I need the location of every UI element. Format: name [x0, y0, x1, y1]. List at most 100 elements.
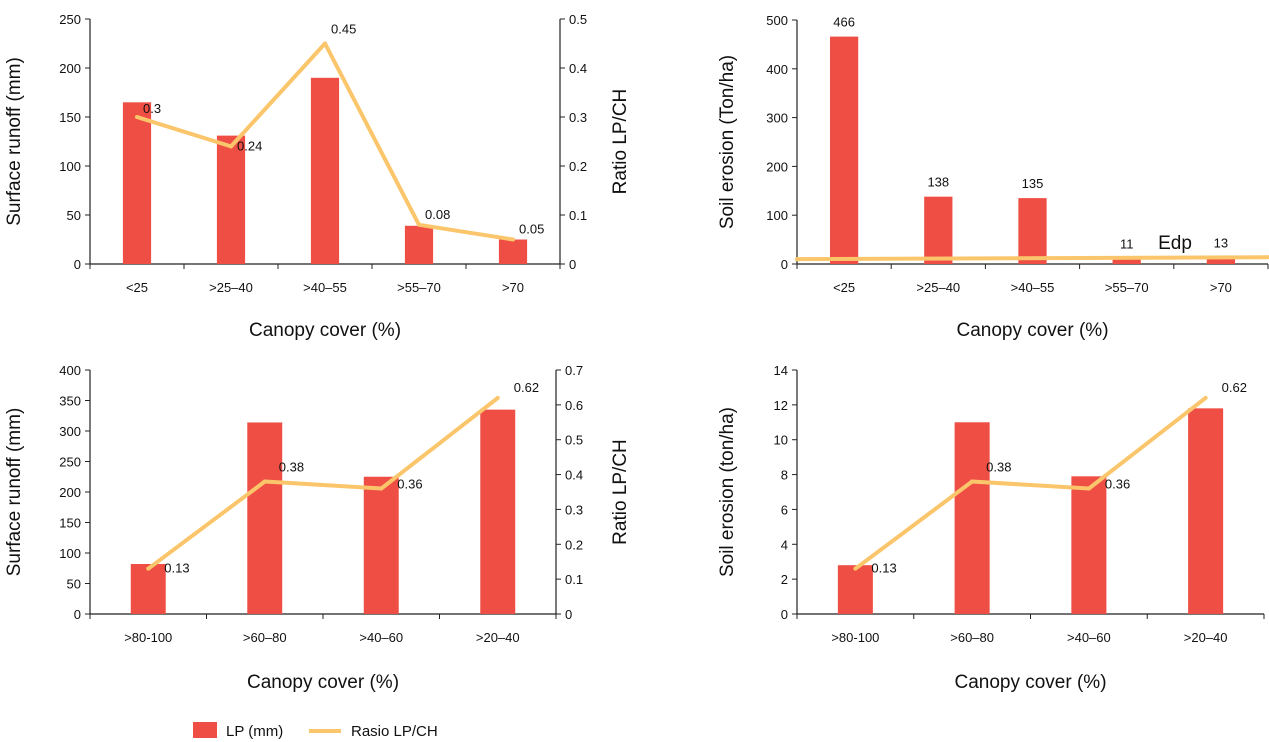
y2-tick-label: 0.5: [565, 433, 583, 448]
line-data-label: 0.08: [425, 207, 450, 222]
x-tick-label: >80-100: [124, 630, 172, 645]
x-tick-label: >70: [1210, 280, 1232, 295]
bar: [363, 476, 399, 614]
chart-erosion-canopy-top: 0 100 200 300 400 500 <25 >25–40 >40–55 >55–70 >70…: [717, 13, 1269, 341]
y2-tick-label: 0: [565, 607, 572, 622]
line-point: [323, 41, 327, 46]
legend-swatch-bar: [193, 722, 217, 738]
bar: [1071, 476, 1107, 614]
x-tick-label: >80-100: [831, 630, 879, 645]
series-line: [147, 396, 500, 571]
y-tick-label: 250: [59, 12, 81, 27]
x-tick-label: >40–60: [359, 630, 403, 645]
line-data-label: 0.13: [164, 561, 189, 576]
series-line: [854, 396, 1207, 571]
x-axis-title: Canopy cover (%): [247, 672, 399, 693]
bar-data-label: 138: [927, 175, 949, 190]
line-data-label: 0.38: [279, 460, 304, 475]
x-axis-title: Canopy cover (%): [249, 320, 401, 341]
x-tick-label: >20–40: [1184, 630, 1228, 645]
y-tick-label: 200: [59, 61, 81, 76]
bar-data-label: 466: [833, 15, 855, 30]
y-tick-label: 14: [774, 363, 788, 378]
y-axis-title: Soil erosion (Ton/ha): [717, 55, 738, 229]
y2-tick-label: 0.3: [569, 110, 587, 125]
y2-tick-label: 0.4: [565, 468, 583, 483]
y-axis-title: Surface runoff (mm): [4, 57, 25, 226]
line-data-label: 0.13: [871, 561, 896, 576]
chart-runoff-canopy-top: 0 50 100 150 200 250 0 0.1 0.2 0.3 0.4 0.5 <25 >25–40…: [4, 12, 631, 341]
line-point: [1266, 255, 1269, 260]
y-tick-label: 0: [74, 607, 81, 622]
bar: [1206, 257, 1236, 264]
y-tick-label: 2: [781, 572, 788, 587]
line-point: [262, 479, 267, 484]
chart-erosion-canopy-bottom: 0 2 4 6 8 10 12 14 >80-100 >60–80 >40–60 >20–40 Cano…: [717, 363, 1265, 693]
line-point: [511, 237, 515, 242]
x-tick-label: >20–40: [476, 630, 520, 645]
y-tick-label: 200: [59, 485, 81, 500]
y-tick-label: 300: [59, 424, 81, 439]
y2-tick-label: 0: [569, 257, 576, 272]
line-data-label: 0.38: [986, 460, 1011, 475]
line-data-label: 0.3: [143, 101, 161, 116]
y-tick-label: 150: [59, 516, 81, 531]
y-tick-label: 4: [781, 537, 788, 552]
y-tick-label: 50: [67, 577, 81, 592]
y2-tick-label: 0.1: [569, 208, 587, 223]
bar: [480, 409, 516, 614]
bar: [310, 77, 340, 264]
x-tick-label: >70: [502, 280, 524, 295]
line-point: [229, 144, 233, 149]
bar: [404, 225, 434, 264]
bar: [247, 422, 283, 614]
bar: [130, 563, 166, 614]
line-point: [417, 222, 421, 227]
y-tick-label: 150: [59, 110, 81, 125]
x-tick-label: >55–70: [397, 280, 441, 295]
y-axis-title: Soil erosion (ton/ha): [717, 407, 738, 577]
y2-tick-label: 0.2: [565, 537, 583, 552]
y-tick-label: 250: [59, 455, 81, 470]
line-point: [495, 395, 500, 400]
bar: [122, 102, 152, 264]
y-tick-label: 8: [781, 468, 788, 483]
bar-data-label: 13: [1214, 236, 1228, 251]
x-tick-label: >60–80: [243, 630, 287, 645]
x-tick-label: >60–80: [950, 630, 994, 645]
x-tick-label: >40–55: [1011, 280, 1055, 295]
x-tick-label: >40–55: [303, 280, 347, 295]
y-tick-label: 200: [766, 159, 788, 174]
line-data-label: 0.24: [237, 138, 262, 153]
bar: [498, 239, 528, 264]
y2-tick-label: 0.6: [565, 398, 583, 413]
x-tick-label: <25: [126, 280, 148, 295]
y-axis-title: Surface runoff (mm): [4, 408, 25, 577]
bar: [1188, 408, 1224, 614]
bar: [829, 36, 859, 265]
bar: [1018, 198, 1047, 264]
y-tick-label: 400: [766, 62, 788, 77]
line-point: [146, 566, 151, 571]
y2-tick-label: 0.3: [565, 502, 583, 517]
bar: [924, 196, 953, 264]
bar: [954, 422, 990, 614]
y2-tick-label: 0.1: [565, 572, 583, 587]
x-tick-label: >55–70: [1105, 280, 1149, 295]
line-data-label: 0.45: [331, 22, 356, 37]
line-point: [1203, 395, 1208, 400]
y2-tick-label: 0.2: [569, 159, 587, 174]
line-data-label: 0.36: [397, 477, 422, 492]
line-series-label: Edp: [1158, 233, 1192, 254]
y2-tick-label: 0.5: [569, 12, 587, 27]
y-tick-label: 0: [781, 257, 788, 272]
line-data-label: 0.62: [1222, 380, 1247, 395]
x-tick-label: >25–40: [916, 280, 960, 295]
line-data-label: 0.05: [519, 222, 544, 237]
line-point: [853, 566, 858, 571]
bar: [837, 565, 873, 614]
bar-data-label: 135: [1022, 176, 1044, 191]
line-point: [379, 486, 384, 491]
line-point: [1086, 486, 1091, 491]
